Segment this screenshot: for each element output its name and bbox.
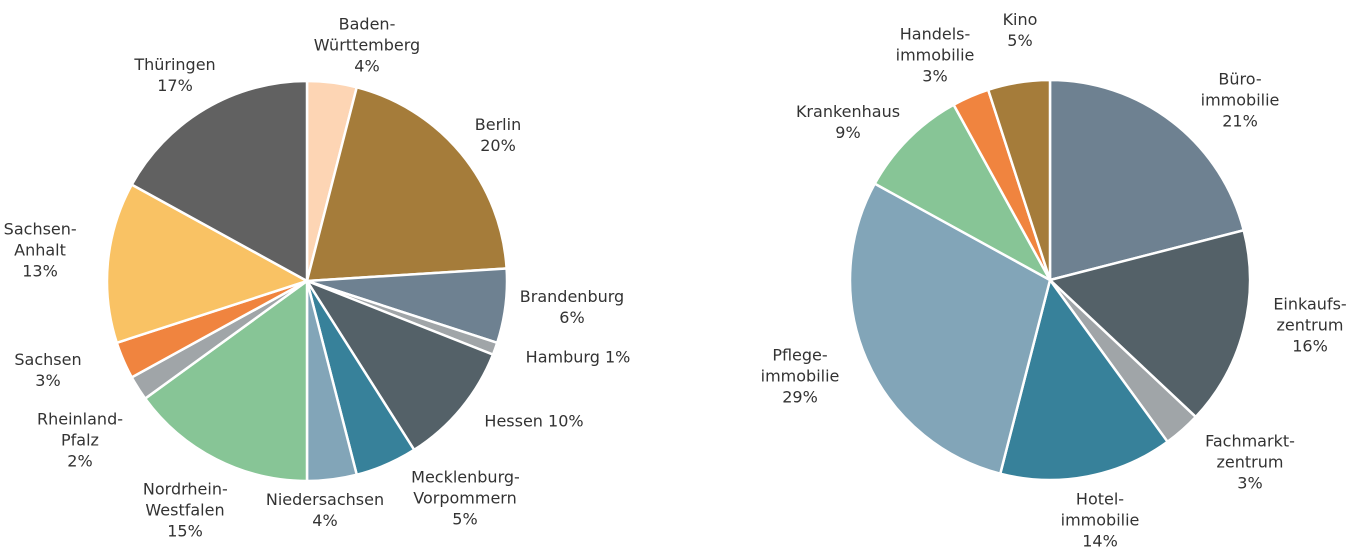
value-label: 20% bbox=[480, 136, 516, 155]
slice-label: Handels-immobilie 3% bbox=[896, 24, 975, 87]
pie-slice bbox=[105, 182, 311, 345]
value-label: 29% bbox=[782, 387, 818, 407]
slice-label: Brandenburg 6% bbox=[520, 286, 624, 328]
slice-label: Mecklenburg-Vorpommern 5% bbox=[411, 467, 520, 530]
value-label: 9% bbox=[835, 123, 861, 142]
slice-label: Baden-Württemberg 4% bbox=[314, 14, 420, 77]
pie-slice bbox=[873, 103, 1054, 284]
value-label: 5% bbox=[452, 509, 478, 529]
slice-label: Berlin 20% bbox=[475, 114, 521, 156]
pie-slice bbox=[1048, 78, 1246, 282]
pie-slice bbox=[305, 85, 508, 283]
category-name: Büro-immobilie bbox=[1200, 69, 1280, 110]
value-label: 21% bbox=[1222, 111, 1258, 131]
value-label: 3% bbox=[1237, 473, 1263, 493]
category-name: Sachsen bbox=[14, 350, 82, 369]
value-label: 14% bbox=[1082, 531, 1118, 551]
slice-label: Rheinland-Pfalz 2% bbox=[37, 409, 123, 472]
value-label: 15% bbox=[167, 521, 203, 541]
category-name: Kino bbox=[1002, 10, 1038, 29]
value-label: 2% bbox=[67, 451, 93, 471]
value-label: 10% bbox=[548, 411, 584, 431]
category-name: Niedersachsen bbox=[265, 490, 385, 509]
pie-slice bbox=[303, 278, 495, 452]
slice-label: Sachsen 3% bbox=[14, 349, 81, 391]
pie-slice bbox=[986, 78, 1052, 281]
slice-label: Pflege-immobilie 29% bbox=[761, 345, 840, 408]
slice-label: Hessen 10% bbox=[484, 411, 583, 432]
slice-label: Kino 5% bbox=[1003, 9, 1038, 51]
slice-label: Thüringen 17% bbox=[134, 54, 215, 96]
category-name: Sachsen-Anhalt bbox=[3, 219, 77, 260]
slice-label: Fachmarkt-zentrum 3% bbox=[1205, 431, 1295, 494]
slice-label: Sachsen-Anhalt 13% bbox=[4, 219, 77, 282]
category-name: Mecklenburg-Vorpommern bbox=[411, 467, 520, 508]
category-name: Thüringen bbox=[134, 55, 216, 74]
slice-label: Hotel-immobilie 14% bbox=[1061, 489, 1140, 552]
value-label: 3% bbox=[35, 371, 61, 390]
pie-slice bbox=[848, 181, 1052, 476]
value-label: 1% bbox=[604, 347, 631, 367]
pie-slice bbox=[998, 277, 1170, 482]
value-label: 13% bbox=[22, 261, 58, 281]
category-name: Einkaufs-zentrum bbox=[1273, 294, 1347, 335]
slice-label: Krankenhaus 9% bbox=[796, 101, 900, 143]
slice-label: Nordrhein-Westfalen 15% bbox=[142, 479, 228, 542]
value-label: 16% bbox=[1292, 336, 1328, 356]
value-label: 3% bbox=[922, 66, 948, 86]
slice-label: Einkaufs-zentrum 16% bbox=[1273, 294, 1346, 357]
category-name: Brandenburg bbox=[519, 287, 625, 306]
category-name: Pflege-immobilie bbox=[760, 345, 840, 386]
value-label: 17% bbox=[157, 76, 193, 95]
category-name: Hotel-immobilie bbox=[1060, 489, 1140, 530]
category-name: Hessen bbox=[484, 411, 543, 431]
category-name: Hamburg bbox=[525, 347, 600, 367]
pie-slice bbox=[143, 278, 309, 483]
value-label: 4% bbox=[354, 56, 380, 76]
category-name: Rheinland-Pfalz bbox=[36, 409, 124, 450]
category-name: Nordrhein-Westfalen bbox=[142, 479, 228, 520]
slice-label: Niedersachsen 4% bbox=[266, 489, 384, 531]
category-name: Handels-immobilie bbox=[895, 24, 975, 65]
slice-label: Büro-immobilie 21% bbox=[1201, 69, 1280, 132]
category-name: Krankenhaus bbox=[795, 102, 901, 121]
category-name: Berlin bbox=[474, 115, 522, 134]
pie-slice bbox=[130, 79, 309, 284]
value-label: 5% bbox=[1007, 31, 1033, 50]
pie-slice bbox=[1047, 228, 1252, 419]
value-label: 4% bbox=[312, 511, 338, 530]
value-label: 6% bbox=[559, 308, 585, 327]
category-name: Fachmarkt-zentrum bbox=[1205, 431, 1295, 472]
category-name: Baden-Württemberg bbox=[313, 14, 421, 55]
slice-label: Hamburg 1% bbox=[526, 347, 631, 368]
